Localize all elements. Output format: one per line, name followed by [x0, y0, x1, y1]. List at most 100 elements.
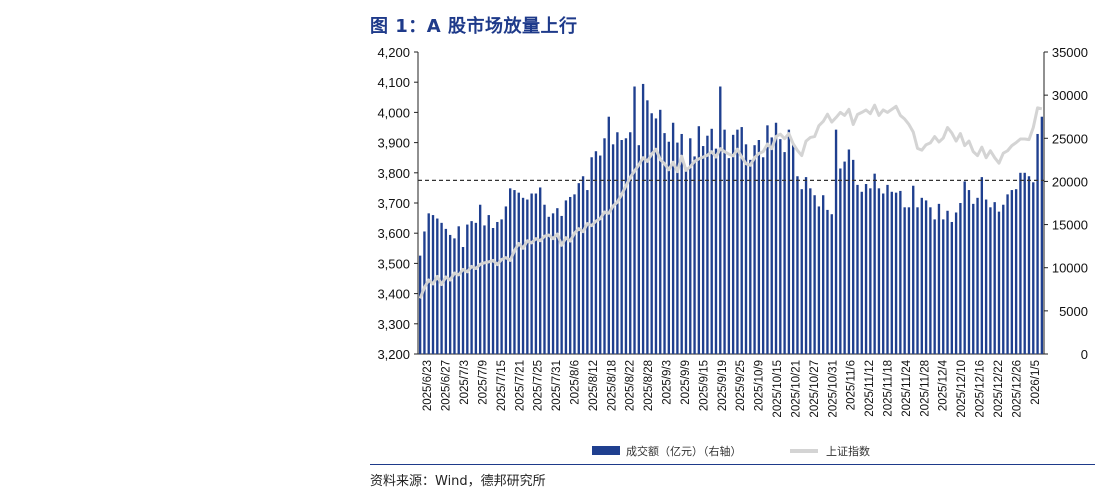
volume-bar	[504, 206, 508, 354]
volume-bar	[560, 215, 563, 354]
x-tick-label: 2025/8/28	[643, 360, 655, 411]
left-tick-label: 3,800	[377, 166, 410, 181]
volume-bar	[466, 224, 469, 354]
x-tick-label: 2025/12/16	[975, 360, 987, 418]
volume-bar	[418, 255, 422, 354]
right-tick-label: 15000	[1052, 218, 1088, 233]
x-tick-label: 2025/8/12	[588, 360, 600, 411]
volume-bar	[882, 193, 885, 354]
volume-bar	[959, 203, 962, 354]
volume-bar	[500, 219, 503, 354]
volume-bar	[697, 126, 701, 355]
volume-bar	[654, 118, 658, 354]
left-tick-label: 4,000	[377, 105, 410, 120]
volume-bar	[534, 193, 538, 354]
volume-bar	[714, 148, 718, 354]
volume-bar	[843, 161, 846, 354]
x-tick-label: 2025/10/31	[827, 360, 839, 418]
left-tick-label: 3,500	[377, 256, 410, 271]
volume-bar	[933, 219, 936, 354]
volume-bar	[736, 129, 739, 354]
volume-bar	[890, 191, 893, 354]
volume-bar	[924, 200, 928, 354]
volume-bar	[603, 138, 606, 354]
volume-bar	[423, 231, 426, 354]
right-tick-label: 25000	[1052, 131, 1088, 146]
volume-bar	[753, 145, 756, 354]
volume-bar	[513, 190, 516, 354]
volume-bar	[860, 191, 863, 354]
source-note: 资料来源：Wind，德邦研究所	[370, 474, 546, 489]
volume-bar	[710, 128, 713, 354]
x-tick-label: 2025/6/23	[422, 360, 434, 411]
volume-bar	[894, 192, 898, 354]
volume-bar	[980, 177, 984, 354]
right-axis-ticks: 0 5000 10000 15000 20000 25000 30000 35000	[1044, 45, 1088, 362]
left-tick-label: 3,700	[377, 196, 410, 211]
x-axis-ticks: 2025/6/23 2025/6/27 2025/7/3 2025/7/9 2025/7…	[422, 359, 1042, 417]
volume-bar	[633, 86, 636, 354]
x-tick-label: 2025/8/18	[606, 360, 618, 411]
x-tick-label: 2025/9/25	[735, 360, 747, 411]
x-tick-label: 2025/10/21	[790, 360, 802, 418]
volume-bar	[757, 140, 761, 354]
volume-bar	[912, 185, 915, 354]
volume-bar	[796, 176, 799, 354]
x-tick-label: 2025/12/22	[993, 360, 1005, 418]
volume-bar	[852, 159, 855, 354]
right-tick-label: 10000	[1052, 261, 1088, 276]
x-tick-label: 2025/9/3	[662, 360, 674, 405]
volume-bar	[774, 122, 778, 354]
volume-bar	[822, 195, 825, 354]
right-tick-label: 30000	[1052, 88, 1088, 103]
line-series	[418, 103, 1043, 299]
volume-bar	[509, 188, 512, 354]
volume-bar	[826, 209, 829, 354]
volume-bar	[847, 149, 851, 354]
volume-bar	[791, 144, 795, 354]
left-tick-label: 3,300	[377, 317, 410, 332]
volume-bar	[689, 138, 692, 354]
left-tick-label: 3,600	[377, 226, 410, 241]
volume-bar	[530, 193, 533, 354]
volume-bar	[740, 127, 743, 354]
volume-bar	[1036, 133, 1039, 354]
x-tick-label: 2025/11/6	[846, 360, 858, 410]
x-tick-label: 2025/11/18	[883, 360, 895, 417]
x-tick-label: 2025/11/24	[901, 359, 913, 416]
volume-bar	[1002, 204, 1005, 354]
left-tick-label: 4,200	[377, 45, 410, 60]
volume-bar	[440, 222, 443, 354]
volume-bar	[663, 133, 666, 354]
volume-bar	[727, 158, 731, 354]
x-tick-label: 2025/7/9	[477, 360, 489, 405]
volume-bar	[701, 146, 705, 354]
volume-bar	[470, 221, 473, 354]
volume-bar	[967, 190, 971, 354]
volume-bar	[1014, 189, 1018, 354]
volume-bar	[667, 141, 671, 354]
right-tick-label: 35000	[1052, 45, 1088, 60]
x-tick-label: 2025/12/10	[956, 360, 968, 418]
volume-bar	[997, 211, 1001, 354]
volume-bar	[1023, 172, 1026, 354]
volume-bar	[491, 228, 495, 354]
volume-bar	[650, 113, 653, 354]
x-tick-label: 2025/10/9	[754, 360, 766, 411]
volume-bar	[581, 176, 585, 354]
volume-bar	[599, 155, 602, 354]
volume-bar	[929, 207, 932, 354]
volume-bar	[834, 129, 838, 354]
index-line	[418, 103, 1043, 299]
volume-bar	[637, 145, 640, 354]
x-tick-label: 2025/12/4	[938, 359, 950, 411]
volume-bar	[478, 204, 482, 354]
volume-bar	[984, 199, 988, 354]
volume-bar	[830, 214, 833, 354]
volume-bar	[474, 222, 478, 354]
volume-bar	[809, 188, 812, 354]
volume-bar	[800, 189, 803, 354]
volume-bar	[671, 122, 675, 354]
volume-bar	[611, 144, 615, 354]
volume-bar	[517, 192, 520, 354]
